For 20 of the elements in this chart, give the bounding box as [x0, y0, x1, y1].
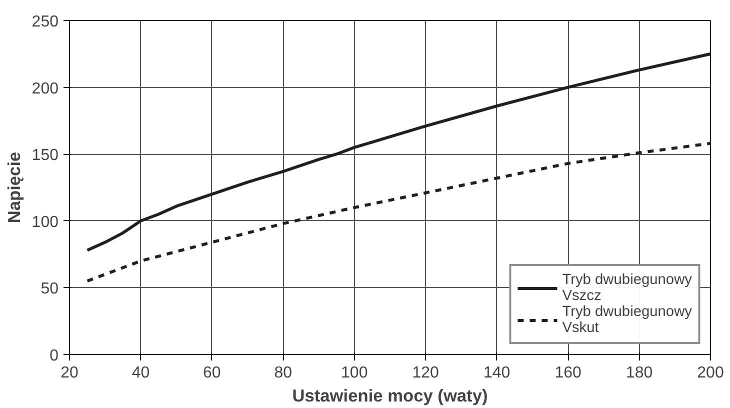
y-tick-label: 50: [40, 280, 59, 298]
x-tick-label: 160: [554, 364, 582, 382]
legend-label: Tryb dwubiegunowy Vszcz: [562, 272, 692, 304]
x-tick-label: 140: [483, 364, 510, 382]
y-tick-label: 0: [50, 348, 59, 364]
y-tick-label: 250: [32, 14, 59, 30]
x-tick-label: 80: [274, 364, 292, 382]
x-tick-label: 40: [132, 364, 150, 382]
x-tick-label: 20: [60, 364, 78, 382]
x-tick-label: 200: [697, 364, 724, 382]
y-tick-label: 200: [32, 80, 59, 98]
legend-label: Tryb dwubiegunowy Vskut: [562, 304, 692, 336]
y-tick-label: 150: [32, 147, 59, 164]
x-tick-label: 60: [203, 364, 221, 382]
y-axis-title: Napięcie: [4, 152, 24, 224]
x-axis-title: Ustawienie mocy (waty): [292, 386, 488, 406]
y-tick-label: 100: [32, 214, 59, 231]
x-tick-label: 100: [341, 364, 368, 382]
x-tick-label: 180: [626, 364, 653, 382]
x-tick-label: 120: [412, 364, 440, 382]
